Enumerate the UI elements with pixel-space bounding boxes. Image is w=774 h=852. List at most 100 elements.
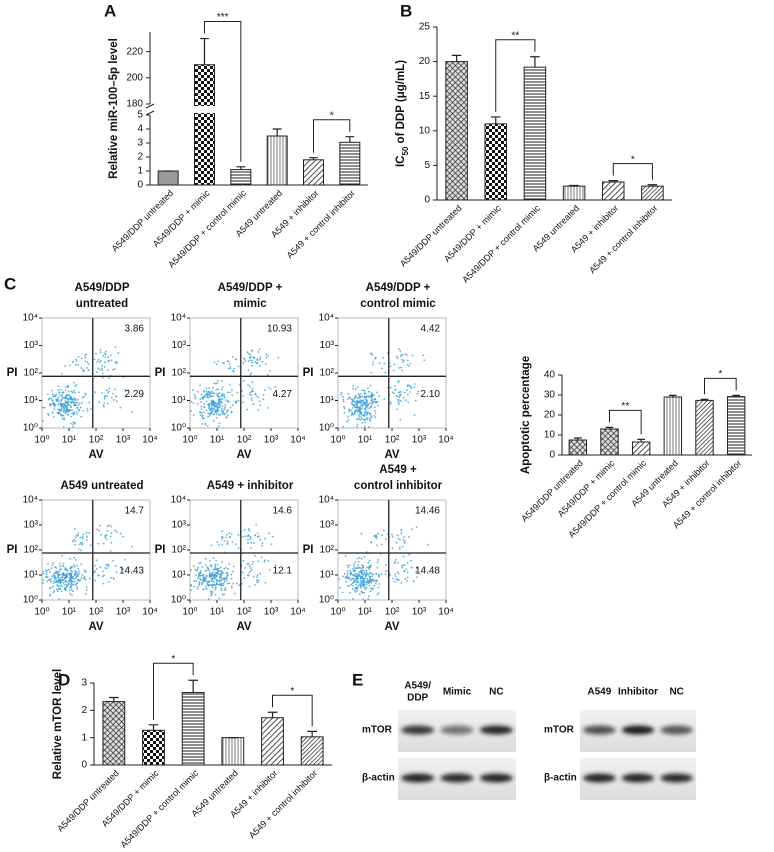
- y-tick-label: 30: [544, 390, 556, 401]
- cell-dot: [45, 571, 48, 574]
- y-tick-label: 10⁰: [319, 423, 334, 434]
- cell-dot: [397, 572, 400, 575]
- cell-dot: [347, 415, 349, 418]
- cell-dot: [64, 401, 67, 404]
- cell-dot: [45, 576, 48, 578]
- cell-dot: [347, 566, 350, 569]
- plot-title: mimic: [233, 298, 267, 310]
- cell-dot: [354, 406, 357, 409]
- y-tick-label: 10¹: [172, 570, 187, 581]
- cell-dot: [77, 534, 80, 537]
- cell-dot: [232, 565, 235, 568]
- cell-dot: [59, 562, 61, 565]
- x-tick-label: 10¹: [62, 607, 77, 618]
- cell-dot: [75, 383, 78, 386]
- panel-label: C: [4, 274, 16, 293]
- plot-title: untreated: [76, 298, 128, 310]
- cell-dot: [57, 581, 59, 584]
- cell-dot: [65, 574, 68, 577]
- cell-dot: [206, 580, 208, 583]
- quadrant-percent: 14.43: [119, 566, 144, 577]
- cell-dot: [209, 391, 212, 394]
- cell-dot: [65, 586, 68, 588]
- cell-dot: [74, 543, 76, 546]
- dots: [42, 345, 133, 428]
- cell-dot: [407, 393, 409, 396]
- x-tick-label: 10³: [264, 435, 279, 446]
- error-bar: [109, 696, 119, 702]
- cell-dot: [198, 583, 201, 586]
- y-tick-label: 200: [126, 72, 143, 83]
- dots: [339, 348, 426, 428]
- y-axis-label-part: 50: [401, 146, 410, 155]
- cell-dot: [231, 394, 234, 397]
- cell-dot: [190, 584, 192, 587]
- cell-dot: [196, 390, 199, 393]
- cell-dot: [130, 410, 133, 413]
- cell-dot: [80, 549, 82, 552]
- cell-dot: [381, 367, 383, 370]
- cell-dot: [231, 404, 234, 407]
- cell-dot: [103, 361, 106, 364]
- cell-dot: [397, 399, 399, 401]
- cell-dot: [59, 568, 61, 571]
- cell-dot: [78, 408, 81, 411]
- cell-dot: [409, 391, 412, 393]
- cell-dot: [214, 563, 217, 566]
- cell-dot: [84, 360, 87, 363]
- cell-dot: [256, 579, 258, 581]
- y-tick-label: 10³: [172, 520, 187, 531]
- cell-dot: [242, 379, 245, 382]
- cell-dot: [226, 391, 229, 394]
- cell-dot: [218, 583, 220, 586]
- cell-dot: [55, 577, 58, 580]
- cell-dot: [392, 577, 394, 580]
- cell-dot: [114, 388, 117, 391]
- cell-dot: [50, 403, 53, 406]
- cell-dot: [63, 397, 66, 400]
- cell-dot: [94, 579, 97, 582]
- cell-dot: [60, 414, 63, 417]
- cell-dot: [95, 559, 98, 562]
- cell-dot: [363, 425, 366, 428]
- cell-dot: [203, 402, 206, 405]
- cell-dot: [213, 405, 216, 408]
- cell-dot: [411, 354, 414, 357]
- cell-dot: [413, 386, 416, 389]
- cell-dot: [383, 398, 386, 400]
- cell-dot: [397, 391, 400, 394]
- cell-dot: [84, 393, 87, 396]
- cell-dot: [76, 586, 79, 589]
- cell-dot: [384, 573, 387, 576]
- bar: [300, 736, 324, 766]
- cell-dot: [404, 399, 407, 402]
- cell-dot: [262, 393, 265, 396]
- cell-dot: [79, 579, 82, 581]
- cell-dot: [226, 571, 229, 574]
- cell-dot: [213, 392, 216, 395]
- cell-dot: [216, 568, 219, 571]
- cell-dot: [231, 570, 234, 573]
- cell-dot: [235, 358, 237, 361]
- cell-dot: [366, 416, 368, 419]
- cell-dot: [74, 401, 77, 404]
- cell-dot: [78, 570, 80, 573]
- cell-dot: [69, 593, 72, 595]
- cell-dot: [366, 412, 369, 414]
- cell-dot: [234, 543, 237, 546]
- cell-dot: [217, 360, 220, 363]
- cell-dot: [199, 561, 202, 564]
- cell-dot: [257, 560, 260, 562]
- cell-dot: [362, 573, 365, 575]
- cell-dot: [399, 350, 402, 352]
- cell-dot: [51, 564, 54, 566]
- cell-dot: [226, 542, 229, 545]
- cell-dot: [105, 563, 108, 566]
- cell-dot: [346, 420, 349, 423]
- cell-dot: [353, 569, 356, 572]
- cell-dot: [196, 403, 199, 405]
- y-tick-label: 10⁴: [319, 313, 334, 324]
- x-tick-label: 10¹: [358, 607, 373, 618]
- cell-dot: [74, 572, 77, 575]
- cell-dot: [68, 404, 71, 406]
